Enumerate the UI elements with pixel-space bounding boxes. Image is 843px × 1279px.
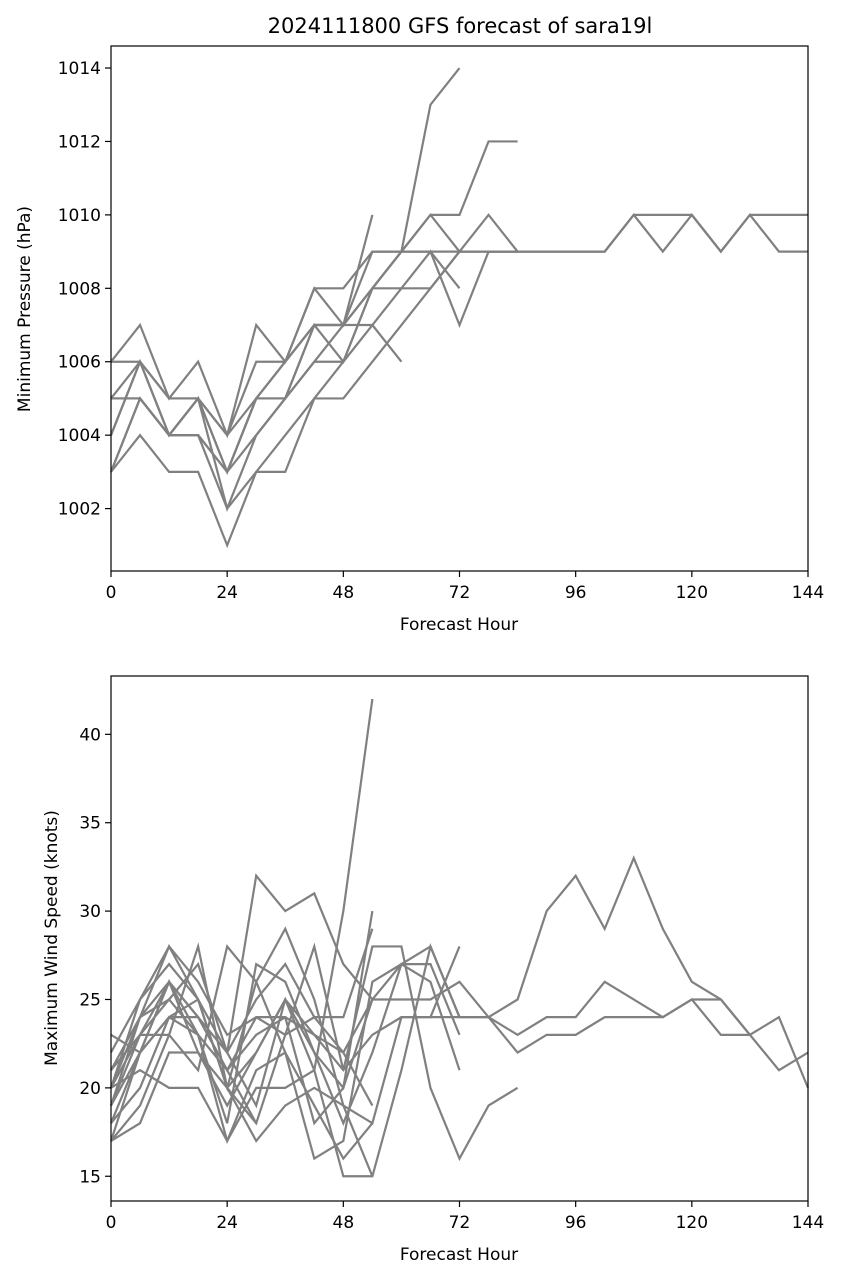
pressure-series-member-10 [110, 249, 518, 475]
pressure-x-tick-label-96: 96 [565, 583, 587, 603]
chart-title: 2024111800 GFS forecast of sara19l [268, 14, 653, 38]
wind-panel: 0 24 48 72 96 120 144 15 20 25 30 35 40 [79, 675, 824, 1233]
wind-series-member-13 [109, 910, 374, 1126]
pressure-x-axis-label: Forecast Hour [400, 615, 518, 635]
pressure-x-tick-label-72: 72 [449, 583, 471, 603]
wind-x-tick-label-0: 0 [106, 1213, 117, 1233]
pressure-x-tick-label-120: 120 [676, 583, 708, 603]
wind-y-tick-label-15: 15 [79, 1167, 101, 1187]
wind-x-tick-label-144: 144 [792, 1213, 824, 1233]
pressure-series-member-8 [110, 250, 461, 549]
pressure-y-tick-label-1004: 1004 [58, 426, 101, 446]
wind-series-member-7 [109, 942, 519, 1162]
wind-series-member-10 [110, 946, 461, 1143]
wind-x-tick-label-120: 120 [676, 1213, 708, 1233]
wind-series-member-16 [110, 979, 258, 1124]
pressure-y-tick-label-1010: 1010 [58, 206, 101, 226]
wind-series-member-14 [110, 944, 374, 1161]
pressure-y-axis-label: Minimum Pressure (hPa) [15, 206, 35, 412]
wind-y-tick-label-20: 20 [79, 1079, 101, 1099]
pressure-x-tick-label-0: 0 [106, 583, 117, 603]
wind-x-tick-label-24: 24 [216, 1213, 238, 1233]
wind-y-tick-label-30: 30 [79, 902, 101, 922]
pressure-panel: 0 24 48 72 96 120 144 1002 1004 1006 1008 1010 1012 1… [58, 45, 824, 603]
wind-x-tick-label-48: 48 [333, 1213, 355, 1233]
wind-x-tick-label-72: 72 [449, 1213, 471, 1233]
pressure-x-tick-label-144: 144 [792, 583, 824, 603]
wind-series-member-15 [109, 961, 374, 1109]
pressure-y-tick-label-1002: 1002 [58, 500, 101, 520]
pressure-y-tick-label-1012: 1012 [58, 132, 101, 152]
wind-series-member-6 [110, 926, 374, 1177]
wind-y-tick-label-40: 40 [79, 725, 101, 745]
wind-x-axis-label: Forecast Hour [400, 1245, 518, 1265]
wind-y-tick-label-25: 25 [79, 990, 101, 1010]
pressure-y-tick-label-1014: 1014 [58, 59, 101, 79]
wind-x-tick-label-96: 96 [565, 1213, 587, 1233]
wind-y-tick-label-35: 35 [79, 814, 101, 834]
pressure-x-tick-label-48: 48 [333, 583, 355, 603]
wind-y-axis-label: Maximum Wind Speed (knots) [42, 810, 62, 1066]
pressure-y-tick-label-1008: 1008 [58, 279, 101, 299]
pressure-y-tick-label-1006: 1006 [58, 353, 101, 373]
pressure-x-tick-label-24: 24 [216, 583, 238, 603]
